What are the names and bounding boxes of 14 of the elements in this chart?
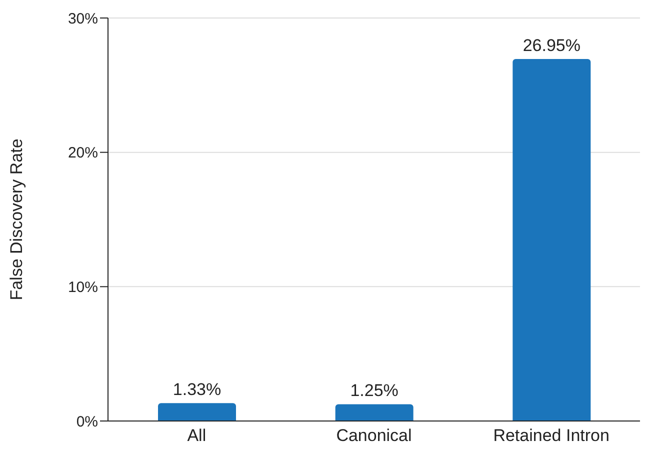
y-tick-label: 10% xyxy=(68,278,98,296)
bar xyxy=(512,58,591,421)
y-axis-title: False Discovery Rate xyxy=(7,138,26,300)
data-label: 26.95% xyxy=(522,36,581,55)
bar xyxy=(335,404,414,421)
y-tick-label: 30% xyxy=(68,10,98,28)
x-tick-label: Retained Intron xyxy=(493,426,610,446)
x-tick-label: All xyxy=(187,426,206,446)
x-tick-label: Canonical xyxy=(336,426,412,446)
data-label: 1.25% xyxy=(350,381,398,400)
y-tick-label: 0% xyxy=(76,413,98,430)
data-label: 1.33% xyxy=(172,380,222,400)
bar xyxy=(158,403,236,421)
y-tick-label: 20% xyxy=(68,144,98,162)
